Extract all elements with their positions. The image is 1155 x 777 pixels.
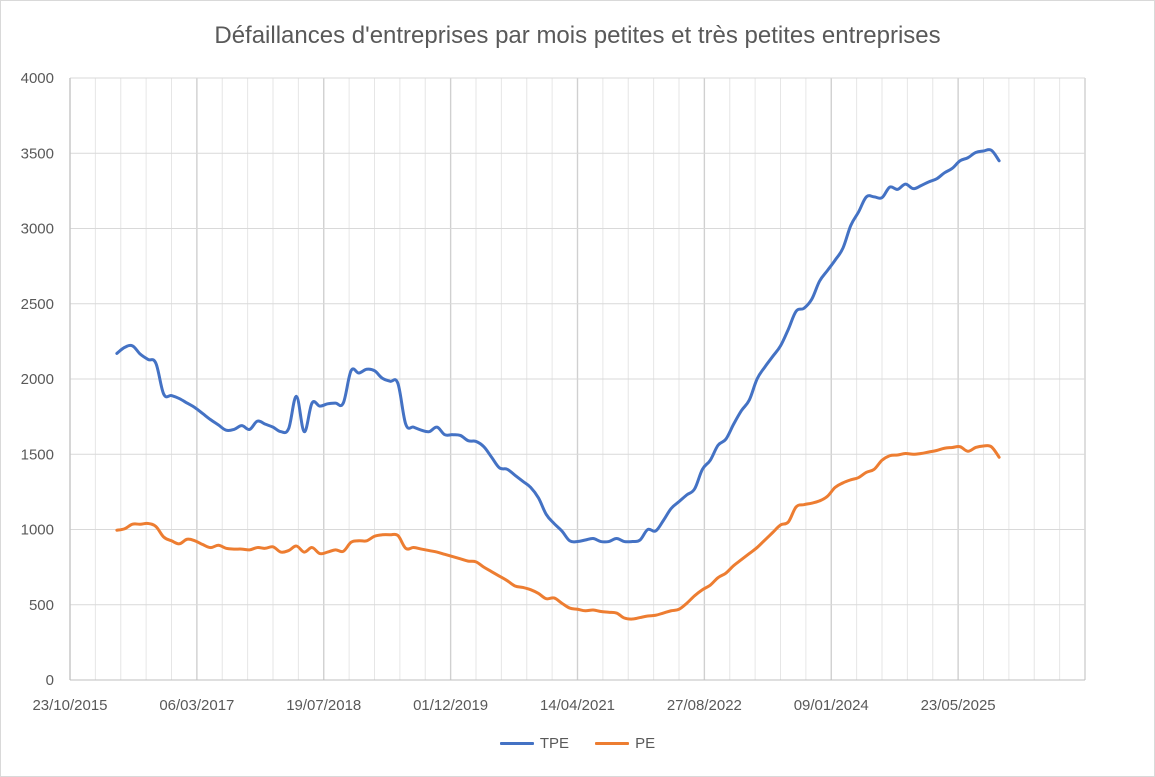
legend-label-tpe: TPE [539,735,570,752]
y-tick-label: 3500 [21,145,54,162]
legend-label-pe: PE [635,735,656,752]
y-tick-label: 3000 [21,221,54,238]
x-tick-label: 01/12/2019 [413,697,488,714]
legend-item-pe: PE [595,735,655,752]
y-tick-label: 2000 [21,371,54,388]
x-tick-label: 06/03/2017 [159,697,234,714]
x-tick-label: 09/01/2024 [794,697,869,714]
series-line-tpe [115,148,1001,544]
series-line-pe [115,444,1001,621]
y-tick-label: 0 [46,672,54,689]
x-tick-label: 23/10/2015 [32,697,107,714]
x-tick-label: 27/08/2022 [667,697,742,714]
chart-title: Défaillances d'entreprises par mois peti… [214,22,941,49]
y-tick-label: 1500 [21,446,54,463]
x-tick-label: 19/07/2018 [286,697,361,714]
y-tick-label: 1000 [21,522,54,539]
y-tick-label: 4000 [21,70,54,87]
x-tick-label: 14/04/2021 [540,697,615,714]
legend-swatch-tpe [499,742,534,745]
legend-swatch-pe [595,742,630,745]
legend-item-tpe: TPE [499,735,570,752]
x-tick-label: 23/05/2025 [921,697,996,714]
y-tick-label: 500 [29,597,54,614]
legend: TPE PE [0,735,1155,752]
y-tick-label: 2500 [21,296,54,313]
